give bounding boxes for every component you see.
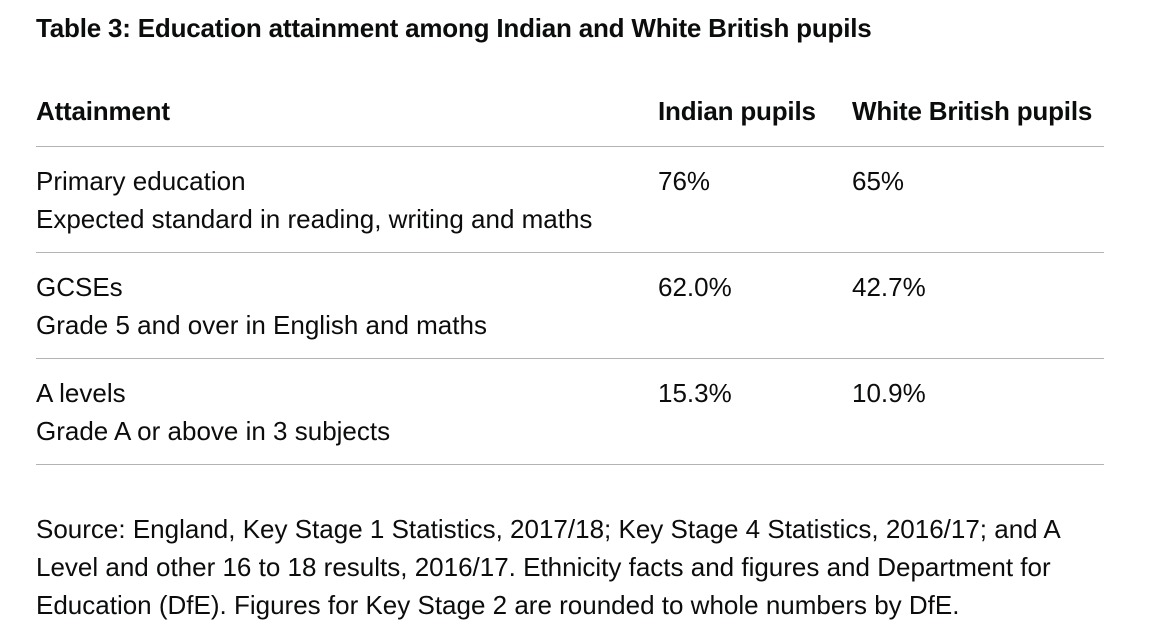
attainment-stage: A levels <box>36 378 126 408</box>
table-row: GCSEs Grade 5 and over in English and ma… <box>36 253 1104 359</box>
attainment-measure: Grade 5 and over in English and maths <box>36 310 487 340</box>
table-row: A levels Grade A or above in 3 subjects … <box>36 359 1104 465</box>
attainment-cell: Primary education Expected standard in r… <box>36 162 592 238</box>
table-row: Primary education Expected standard in r… <box>36 147 1104 253</box>
white-british-pupils-value: 42.7% <box>852 272 926 302</box>
attainment-measure: Expected standard in reading, writing an… <box>36 204 593 234</box>
white-british-pupils-value: 65% <box>852 166 905 196</box>
table-title: Table 3: Education attainment among Indi… <box>36 13 872 43</box>
indian-pupils-value: 62.0% <box>658 272 732 302</box>
white-british-pupils-value: 10.9% <box>852 378 926 408</box>
source-note: Source: England, Key Stage 1 Statistics,… <box>36 514 1060 620</box>
attainment-cell: A levels Grade A or above in 3 subjects <box>36 374 390 450</box>
indian-pupils-value: 76% <box>658 166 711 196</box>
attainment-stage: GCSEs <box>36 272 123 302</box>
column-header-white-british-pupils: White British pupils <box>852 96 1093 126</box>
attainment-table: Attainment Indian pupils White British p… <box>36 94 1104 465</box>
indian-pupils-value: 15.3% <box>658 378 732 408</box>
attainment-stage: Primary education <box>36 166 246 196</box>
table-header-row: Attainment Indian pupils White British p… <box>36 94 1104 147</box>
attainment-cell: GCSEs Grade 5 and over in English and ma… <box>36 268 487 344</box>
column-header-attainment: Attainment <box>36 96 170 126</box>
column-header-indian-pupils: Indian pupils <box>658 96 816 126</box>
attainment-measure: Grade A or above in 3 subjects <box>36 416 391 446</box>
